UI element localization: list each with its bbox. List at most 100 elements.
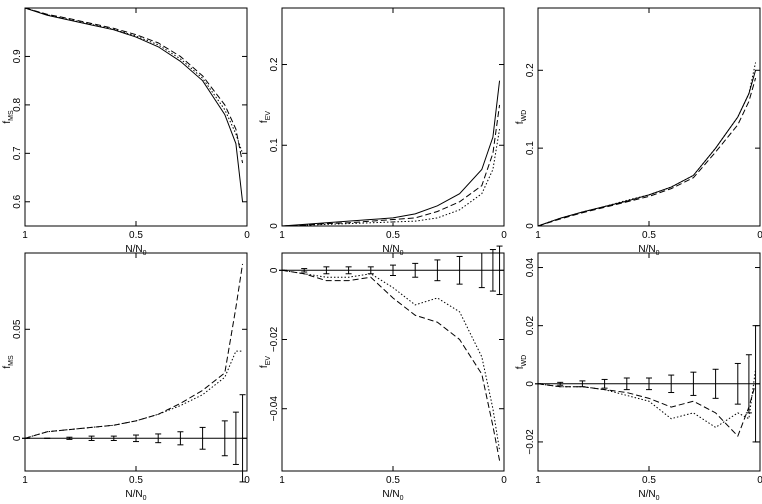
panel: 1 0.5 0 0 0.05 N/N0 fMS [2, 252, 250, 502]
y-label-main: f [515, 121, 526, 124]
y-tick-label: 0.04 [525, 257, 536, 277]
error-bar [155, 433, 162, 444]
y-label-sub: WD [521, 110, 528, 122]
error-bar [88, 435, 95, 441]
series-line [537, 62, 757, 227]
error-bar [601, 378, 608, 389]
x-label-main: N/N [125, 244, 142, 255]
x-tick-label: 1 [535, 230, 541, 241]
y-tick-label: 0 [269, 267, 280, 273]
x-label-main: N/N [382, 489, 399, 500]
y-label-main: f [2, 366, 13, 369]
error-bar [579, 380, 586, 388]
error-bar [623, 377, 630, 391]
x-tick-label: 1 [279, 475, 285, 486]
x-axis-label: N/N0 [125, 489, 146, 502]
y-label-sub: WD [521, 355, 528, 367]
error-bar [367, 266, 374, 275]
y-tick-label: 0.1 [269, 138, 280, 152]
series-line [281, 80, 501, 227]
x-label-sub: 0 [143, 495, 147, 502]
y-label-sub: MS [8, 110, 15, 121]
error-bar [712, 368, 719, 399]
x-tick-label: 1 [22, 230, 28, 241]
x-tick-label: 0 [244, 475, 250, 486]
series-line [24, 263, 244, 439]
error-bar [734, 362, 741, 405]
y-label-main: f [2, 121, 13, 124]
error-bar [345, 266, 352, 275]
x-axis-label: N/N0 [638, 489, 659, 502]
y-tick-label: 0.1 [525, 141, 536, 155]
y-tick-label: 0.2 [269, 57, 280, 71]
x-label-main: N/N [638, 244, 655, 255]
x-tick-label: 0 [757, 475, 762, 486]
x-tick-label: 0.5 [386, 230, 400, 241]
y-tick-label: 0 [269, 223, 280, 229]
y-tick-label: 0.6 [12, 194, 23, 208]
error-bar [489, 249, 496, 292]
y-label-main: f [515, 366, 526, 369]
y-label-sub: MS [8, 355, 15, 366]
plot-frame [537, 252, 761, 472]
error-bar [66, 436, 73, 440]
series-line [24, 7, 244, 164]
y-axis-label: fWD [515, 110, 528, 124]
x-tick-label: 1 [279, 230, 285, 241]
y-tick-label: 0.8 [12, 98, 23, 112]
x-tick-label: 0.5 [129, 475, 143, 486]
y-tick-label: 0 [12, 435, 23, 441]
y-axis-label: fMS [2, 110, 15, 124]
series-line [24, 7, 244, 154]
x-tick-label: 0.5 [129, 230, 143, 241]
series-line [537, 369, 757, 428]
x-label-sub: 0 [400, 495, 404, 502]
y-tick-label: 0 [525, 381, 536, 387]
y-tick-label: 0.7 [12, 146, 23, 160]
x-axis-label: N/N0 [382, 489, 403, 502]
y-tick-label: 0.9 [12, 49, 23, 63]
error-bar [496, 245, 503, 296]
series-line [281, 269, 501, 461]
series-line [537, 383, 757, 438]
error-bar [239, 394, 246, 483]
error-bar [557, 381, 564, 386]
series-line [281, 129, 501, 227]
x-tick-label: 0.5 [642, 475, 656, 486]
y-label-sub: EV [265, 356, 272, 366]
plot-frame [281, 252, 505, 472]
plot-frame [537, 7, 761, 227]
series-line [537, 70, 757, 227]
x-label-main: N/N [382, 244, 399, 255]
y-axis-label: fWD [515, 355, 528, 369]
x-tick-label: 1 [535, 475, 541, 486]
x-tick-label: 0.5 [386, 475, 400, 486]
y-tick-label: −0.02 [525, 429, 536, 455]
error-bar [752, 325, 759, 443]
series-line [24, 350, 243, 439]
y-tick-label: 0.02 [525, 315, 536, 335]
x-label-sub: 0 [656, 495, 660, 502]
error-bar [301, 268, 308, 273]
error-bar [478, 252, 485, 289]
y-tick-label: 0.05 [12, 319, 23, 339]
error-bar [456, 255, 463, 285]
plot-frame [24, 7, 248, 227]
x-tick-label: 0 [501, 230, 507, 241]
x-tick-label: 1 [22, 475, 28, 486]
error-bar [412, 262, 419, 278]
series-line [24, 7, 244, 202]
x-tick-label: 0.5 [642, 230, 656, 241]
series-line [537, 77, 757, 227]
error-bar [110, 435, 117, 441]
error-bar [221, 420, 228, 457]
error-bar [668, 374, 675, 394]
y-label-main: f [259, 365, 270, 368]
y-axis-label: fEV [259, 111, 272, 123]
error-bar [690, 371, 697, 396]
x-tick-label: 0 [501, 475, 507, 486]
